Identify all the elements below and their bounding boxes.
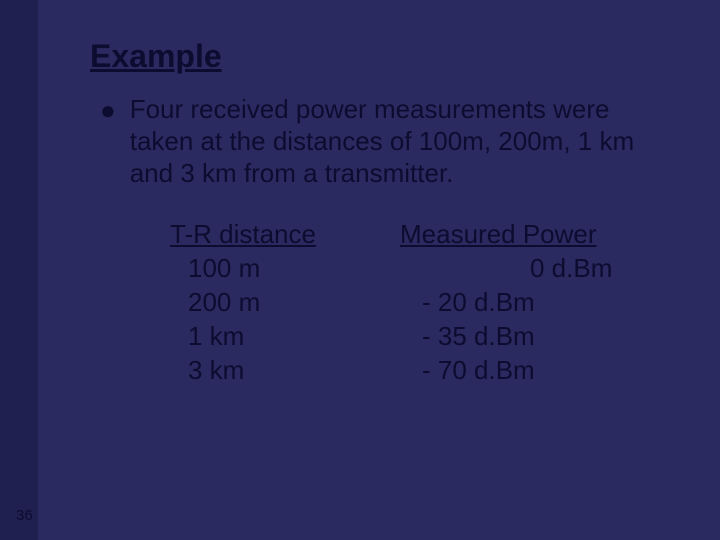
data-table: T-R distance 100 m 200 m 1 km 3 km Measu… (170, 217, 690, 387)
bullet-glyph: ● (100, 95, 116, 125)
sidebar-stripe (0, 0, 38, 540)
bullet-item: ● Four received power measurements were … (100, 93, 690, 189)
table-cell: - 20 d.Bm (400, 285, 660, 319)
table-cell: - 70 d.Bm (400, 353, 660, 387)
page-number: 36 (16, 507, 33, 524)
table-col-power: Measured Power 0 d.Bm - 20 d.Bm - 35 d.B… (400, 217, 660, 387)
table-col-distance: T-R distance 100 m 200 m 1 km 3 km (170, 217, 400, 387)
table-cell: - 35 d.Bm (400, 319, 660, 353)
table-header-power: Measured Power (400, 217, 660, 251)
table-cell: 1 km (170, 319, 400, 353)
table-cell: 0 d.Bm (400, 251, 660, 285)
table-cell: 100 m (170, 251, 400, 285)
bullet-text: Four received power measurements were ta… (130, 93, 670, 189)
slide-title: Example (90, 38, 690, 75)
table-header-distance: T-R distance (170, 217, 400, 251)
table-cell: 200 m (170, 285, 400, 319)
slide-content: Example ● Four received power measuremen… (90, 38, 690, 387)
table-cell: 3 km (170, 353, 400, 387)
